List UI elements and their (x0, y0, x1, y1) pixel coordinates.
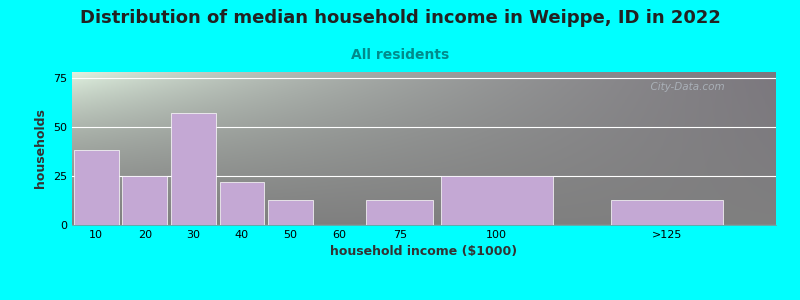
Y-axis label: households: households (34, 109, 47, 188)
Bar (441, 176, 553, 225)
Bar (171, 113, 216, 225)
Bar (366, 200, 434, 225)
Text: All residents: All residents (351, 48, 449, 62)
Bar (611, 200, 722, 225)
Bar (74, 151, 118, 225)
Bar (122, 176, 167, 225)
Bar (219, 182, 264, 225)
Text: City-Data.com: City-Data.com (644, 82, 725, 92)
Text: Distribution of median household income in Weippe, ID in 2022: Distribution of median household income … (79, 9, 721, 27)
X-axis label: household income ($1000): household income ($1000) (330, 245, 518, 258)
Bar (268, 200, 313, 225)
